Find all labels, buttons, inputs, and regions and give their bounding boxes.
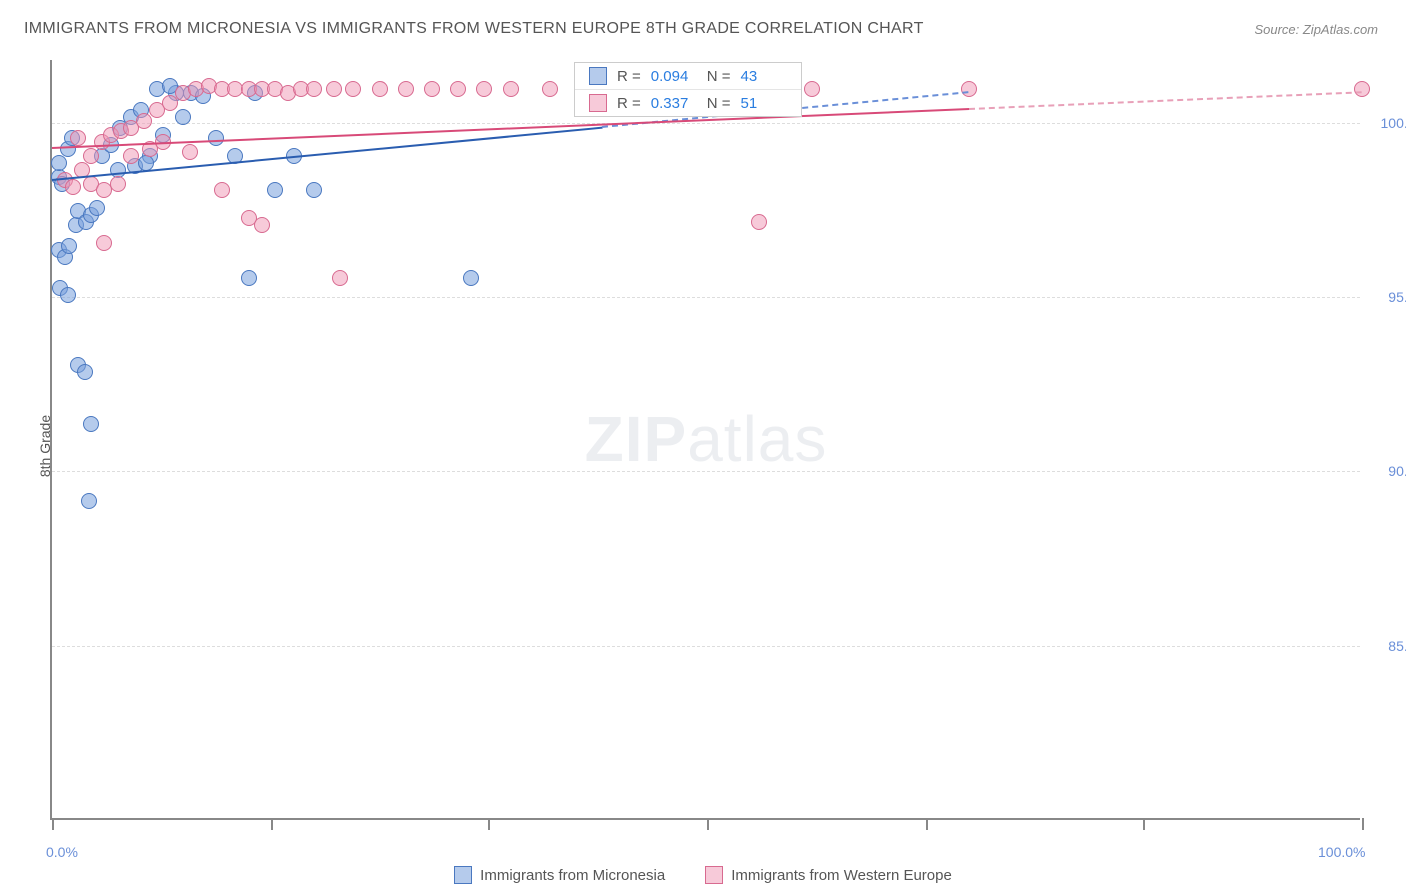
stat-label: R = bbox=[617, 68, 641, 85]
data-point bbox=[214, 182, 230, 198]
y-tick-label: 95.0% bbox=[1368, 289, 1406, 305]
data-point bbox=[136, 113, 152, 129]
legend: Immigrants from Micronesia Immigrants fro… bbox=[0, 866, 1406, 884]
data-point bbox=[398, 81, 414, 97]
data-point bbox=[372, 81, 388, 97]
plot-area: ZIPatlas 85.0%90.0%95.0%100.0%0.0%100.0% bbox=[50, 60, 1360, 820]
data-point bbox=[89, 200, 105, 216]
data-point bbox=[60, 287, 76, 303]
data-point bbox=[345, 81, 361, 97]
trend-line bbox=[969, 91, 1362, 110]
gridline bbox=[52, 123, 1360, 124]
data-point bbox=[542, 81, 558, 97]
stats-row: R = 0.337 N = 51 bbox=[575, 89, 801, 116]
data-point bbox=[332, 270, 348, 286]
data-point bbox=[77, 364, 93, 380]
stat-value: 51 bbox=[741, 95, 787, 112]
x-tick-label: 0.0% bbox=[46, 844, 78, 860]
x-tick bbox=[52, 818, 54, 830]
stat-label: R = bbox=[617, 95, 641, 112]
data-point bbox=[503, 81, 519, 97]
stat-value: 43 bbox=[741, 68, 787, 85]
data-point bbox=[306, 81, 322, 97]
data-point bbox=[162, 95, 178, 111]
data-point bbox=[83, 148, 99, 164]
x-tick-label: 100.0% bbox=[1318, 844, 1365, 860]
stat-label: N = bbox=[707, 95, 731, 112]
gridline bbox=[52, 646, 1360, 647]
legend-swatch bbox=[454, 866, 472, 884]
data-point bbox=[424, 81, 440, 97]
data-point bbox=[182, 144, 198, 160]
data-point bbox=[123, 148, 139, 164]
stat-label: N = bbox=[707, 68, 731, 85]
x-tick bbox=[926, 818, 928, 830]
series-swatch bbox=[589, 94, 607, 112]
data-point bbox=[241, 270, 257, 286]
watermark: ZIPatlas bbox=[585, 402, 828, 476]
legend-swatch bbox=[705, 866, 723, 884]
y-tick-label: 100.0% bbox=[1368, 115, 1406, 131]
data-point bbox=[51, 155, 67, 171]
y-tick-label: 85.0% bbox=[1368, 638, 1406, 654]
data-point bbox=[110, 176, 126, 192]
legend-label: Immigrants from Micronesia bbox=[480, 867, 665, 884]
stats-row: R = 0.094 N = 43 bbox=[575, 63, 801, 89]
data-point bbox=[961, 81, 977, 97]
data-point bbox=[306, 182, 322, 198]
data-point bbox=[83, 416, 99, 432]
data-point bbox=[208, 130, 224, 146]
x-tick bbox=[1362, 818, 1364, 830]
stat-value: 0.337 bbox=[651, 95, 697, 112]
data-point bbox=[175, 109, 191, 125]
data-point bbox=[70, 130, 86, 146]
stats-box: R = 0.094 N = 43 R = 0.337 N = 51 bbox=[574, 62, 802, 117]
legend-item: Immigrants from Western Europe bbox=[705, 866, 952, 884]
gridline bbox=[52, 297, 1360, 298]
data-point bbox=[96, 235, 112, 251]
gridline bbox=[52, 471, 1360, 472]
x-tick bbox=[488, 818, 490, 830]
series-swatch bbox=[589, 67, 607, 85]
x-tick bbox=[271, 818, 273, 830]
data-point bbox=[463, 270, 479, 286]
data-point bbox=[751, 214, 767, 230]
data-point bbox=[81, 493, 97, 509]
y-tick-label: 90.0% bbox=[1368, 463, 1406, 479]
chart-title: IMMIGRANTS FROM MICRONESIA VS IMMIGRANTS… bbox=[24, 20, 924, 38]
legend-item: Immigrants from Micronesia bbox=[454, 866, 665, 884]
data-point bbox=[326, 81, 342, 97]
data-point bbox=[476, 81, 492, 97]
data-point bbox=[267, 182, 283, 198]
data-point bbox=[804, 81, 820, 97]
data-point bbox=[61, 238, 77, 254]
stat-value: 0.094 bbox=[651, 68, 697, 85]
data-point bbox=[254, 217, 270, 233]
data-point bbox=[450, 81, 466, 97]
data-point bbox=[138, 155, 154, 171]
x-tick bbox=[1143, 818, 1145, 830]
source-attribution: Source: ZipAtlas.com bbox=[1254, 22, 1378, 37]
data-point bbox=[65, 179, 81, 195]
data-point bbox=[1354, 81, 1370, 97]
x-tick bbox=[707, 818, 709, 830]
legend-label: Immigrants from Western Europe bbox=[731, 867, 952, 884]
